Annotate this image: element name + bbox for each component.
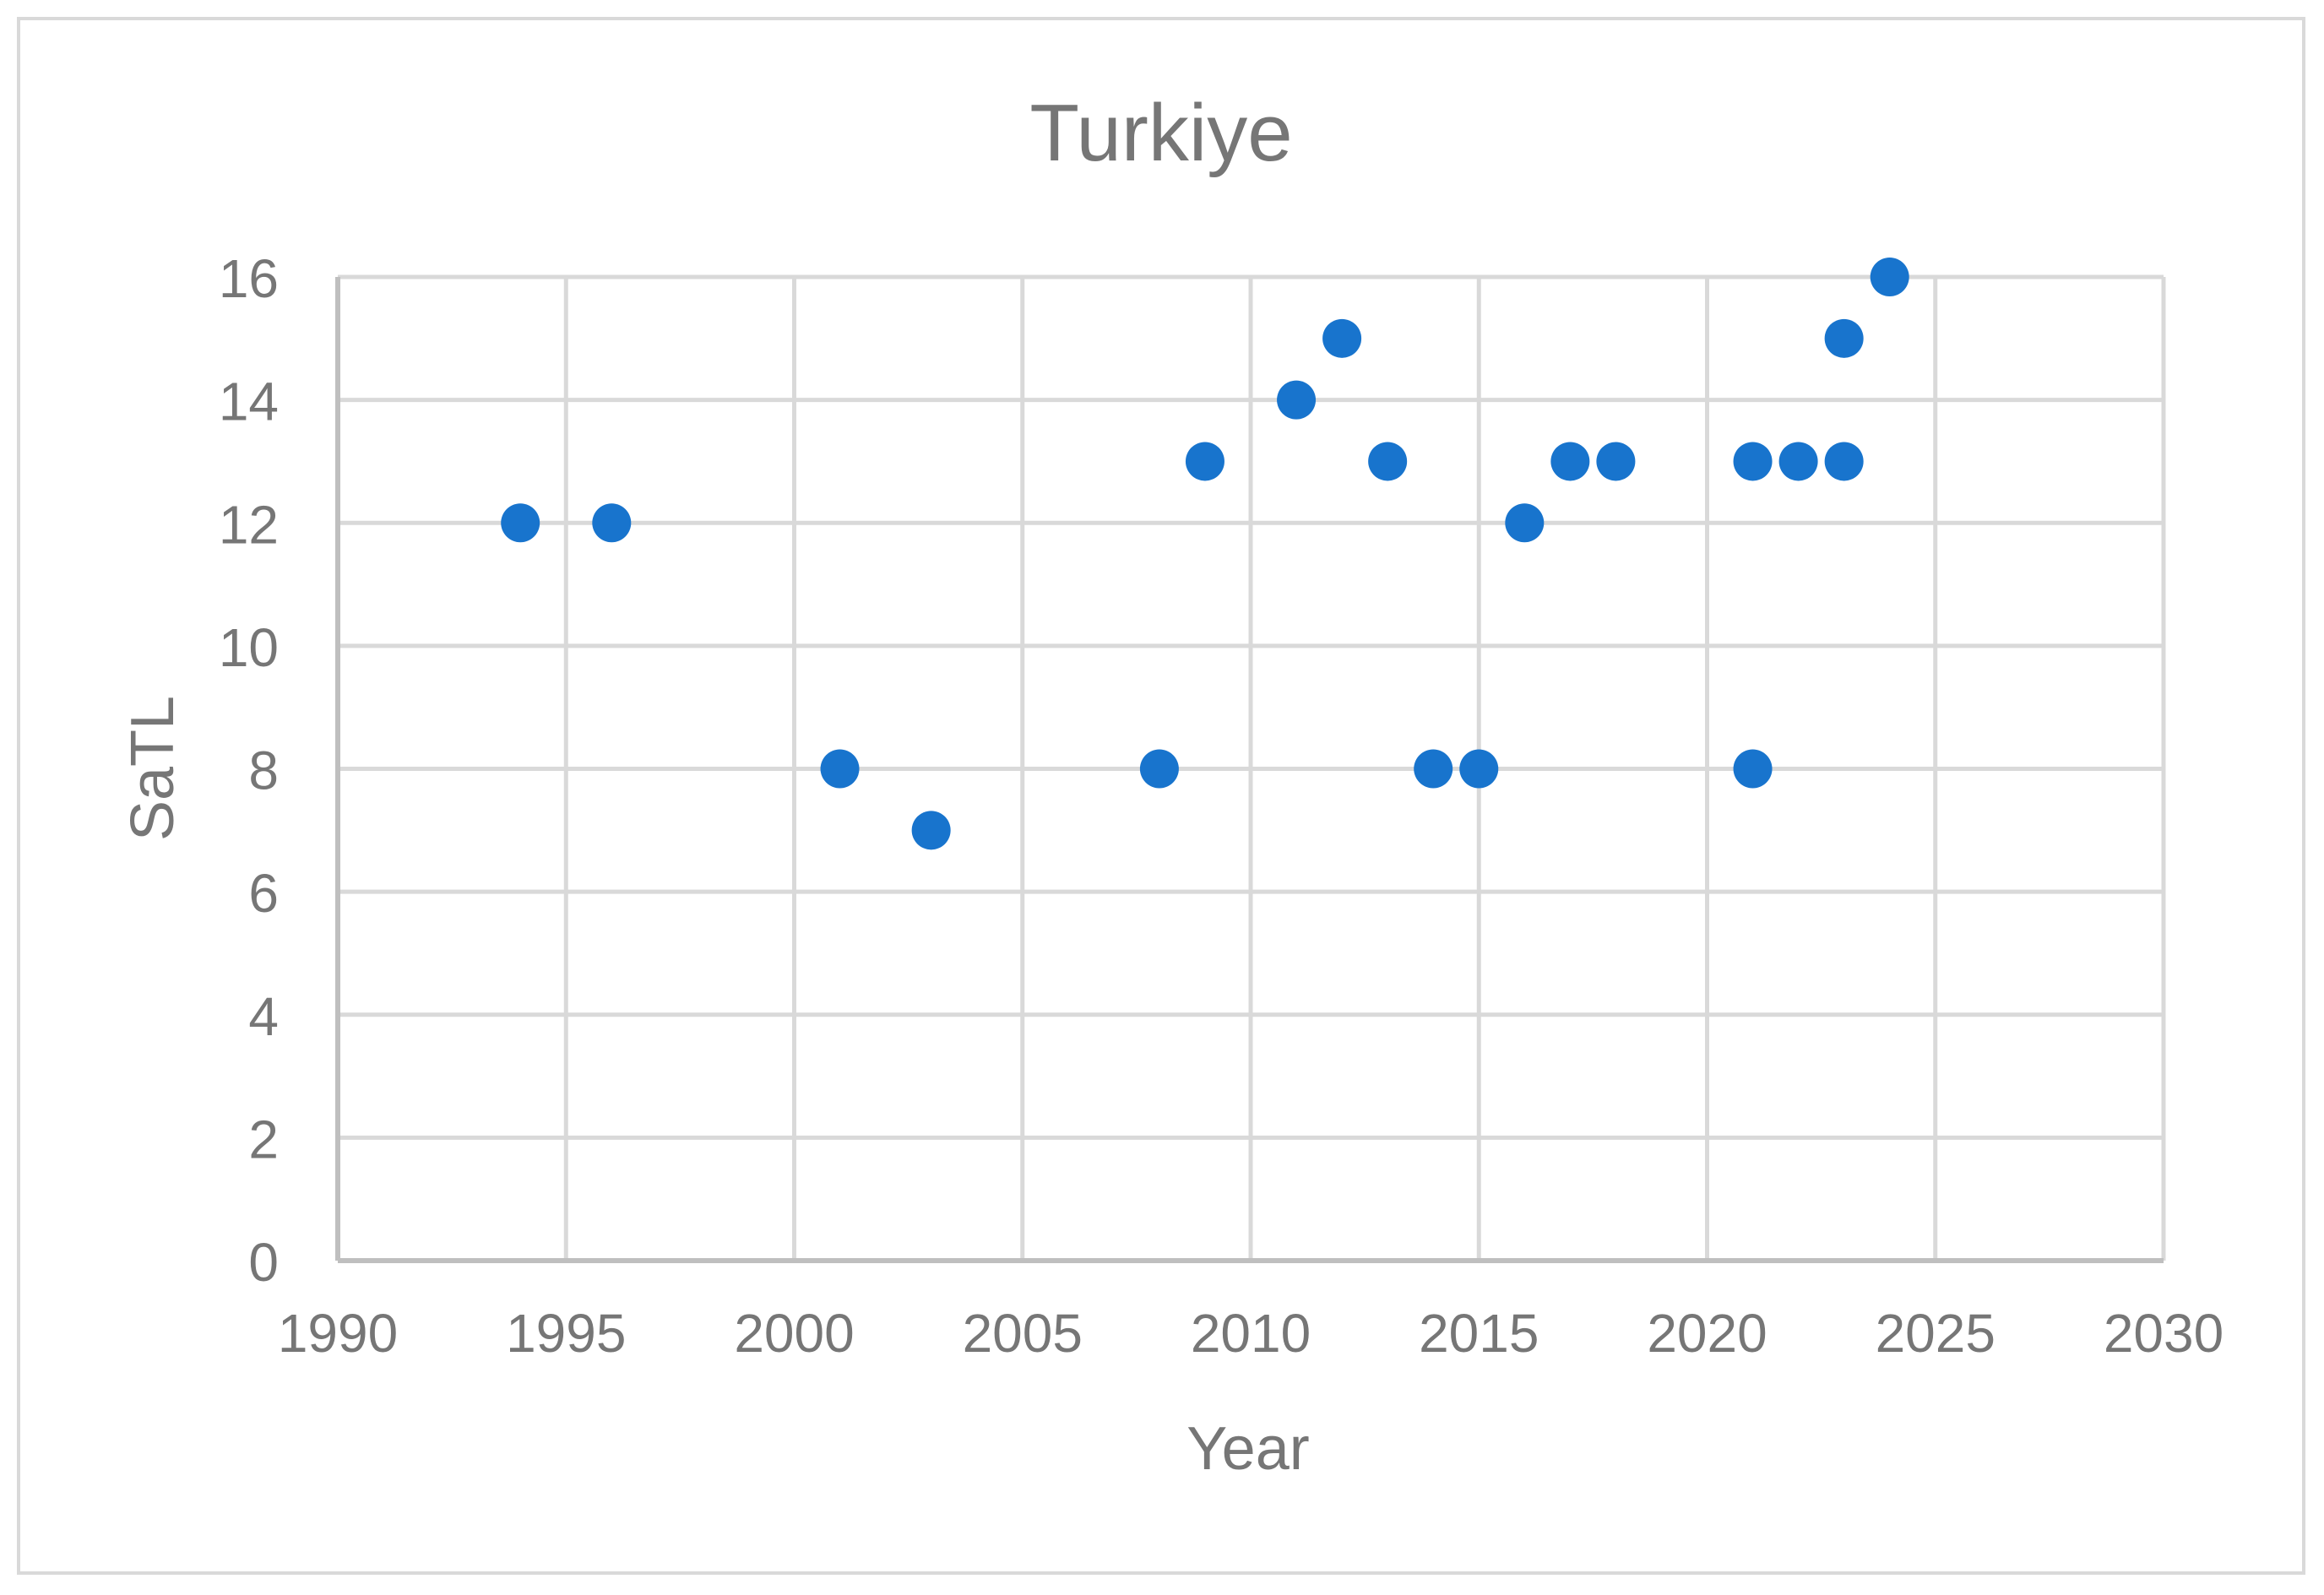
- data-points: [501, 258, 1909, 850]
- data-point: [1733, 442, 1773, 481]
- data-point: [1459, 749, 1499, 789]
- data-point: [1870, 258, 1909, 296]
- x-tick-label: 2015: [1419, 1303, 1539, 1364]
- data-point: [1778, 442, 1818, 481]
- data-point: [1824, 318, 1864, 358]
- data-point: [1505, 503, 1545, 543]
- y-tick-label: 10: [219, 617, 279, 678]
- x-tick-label: 2010: [1191, 1303, 1311, 1364]
- x-tick-label: 2025: [1876, 1303, 1995, 1364]
- x-tick-label: 2030: [2104, 1303, 2224, 1364]
- y-tick-label: 12: [219, 494, 279, 555]
- x-tick-labels: 1990 1995 2000 2005 2010 2015 2020 2025 2030: [278, 1303, 2224, 1364]
- x-tick-label: 2000: [734, 1303, 854, 1364]
- y-tick-label: 0: [248, 1232, 279, 1293]
- data-point: [501, 503, 540, 543]
- y-tick-label: 8: [248, 741, 279, 801]
- data-point: [1185, 442, 1224, 481]
- y-tick-label: 6: [248, 863, 279, 924]
- data-point: [820, 749, 860, 789]
- y-tick-label: 4: [248, 986, 279, 1047]
- data-point: [1596, 442, 1636, 481]
- y-tick-label: 16: [219, 248, 279, 309]
- y-axis-label: SaTL: [119, 696, 187, 841]
- y-tick-label: 2: [248, 1109, 279, 1169]
- data-point: [1550, 442, 1590, 481]
- axes: [335, 277, 2164, 1263]
- y-tick-label: 14: [219, 372, 279, 432]
- grid-lines: [338, 274, 2166, 1261]
- x-tick-label: 2020: [1647, 1303, 1767, 1364]
- data-point: [1277, 380, 1317, 420]
- data-point: [1322, 318, 1362, 358]
- data-point: [1139, 749, 1179, 789]
- chart-title: Turkiye: [1029, 88, 1292, 178]
- x-tick-label: 1990: [278, 1303, 398, 1364]
- data-point: [1414, 749, 1453, 789]
- data-point: [1733, 749, 1773, 789]
- y-tick-labels: 0 2 4 6 8 10 12 14 16: [219, 248, 279, 1293]
- data-point: [1824, 442, 1864, 481]
- data-point: [1368, 442, 1408, 481]
- data-point: [911, 811, 951, 850]
- x-axis-label: Year: [1186, 1415, 1309, 1483]
- x-tick-label: 2005: [963, 1303, 1083, 1364]
- data-point: [592, 503, 632, 543]
- x-tick-label: 1995: [506, 1303, 626, 1364]
